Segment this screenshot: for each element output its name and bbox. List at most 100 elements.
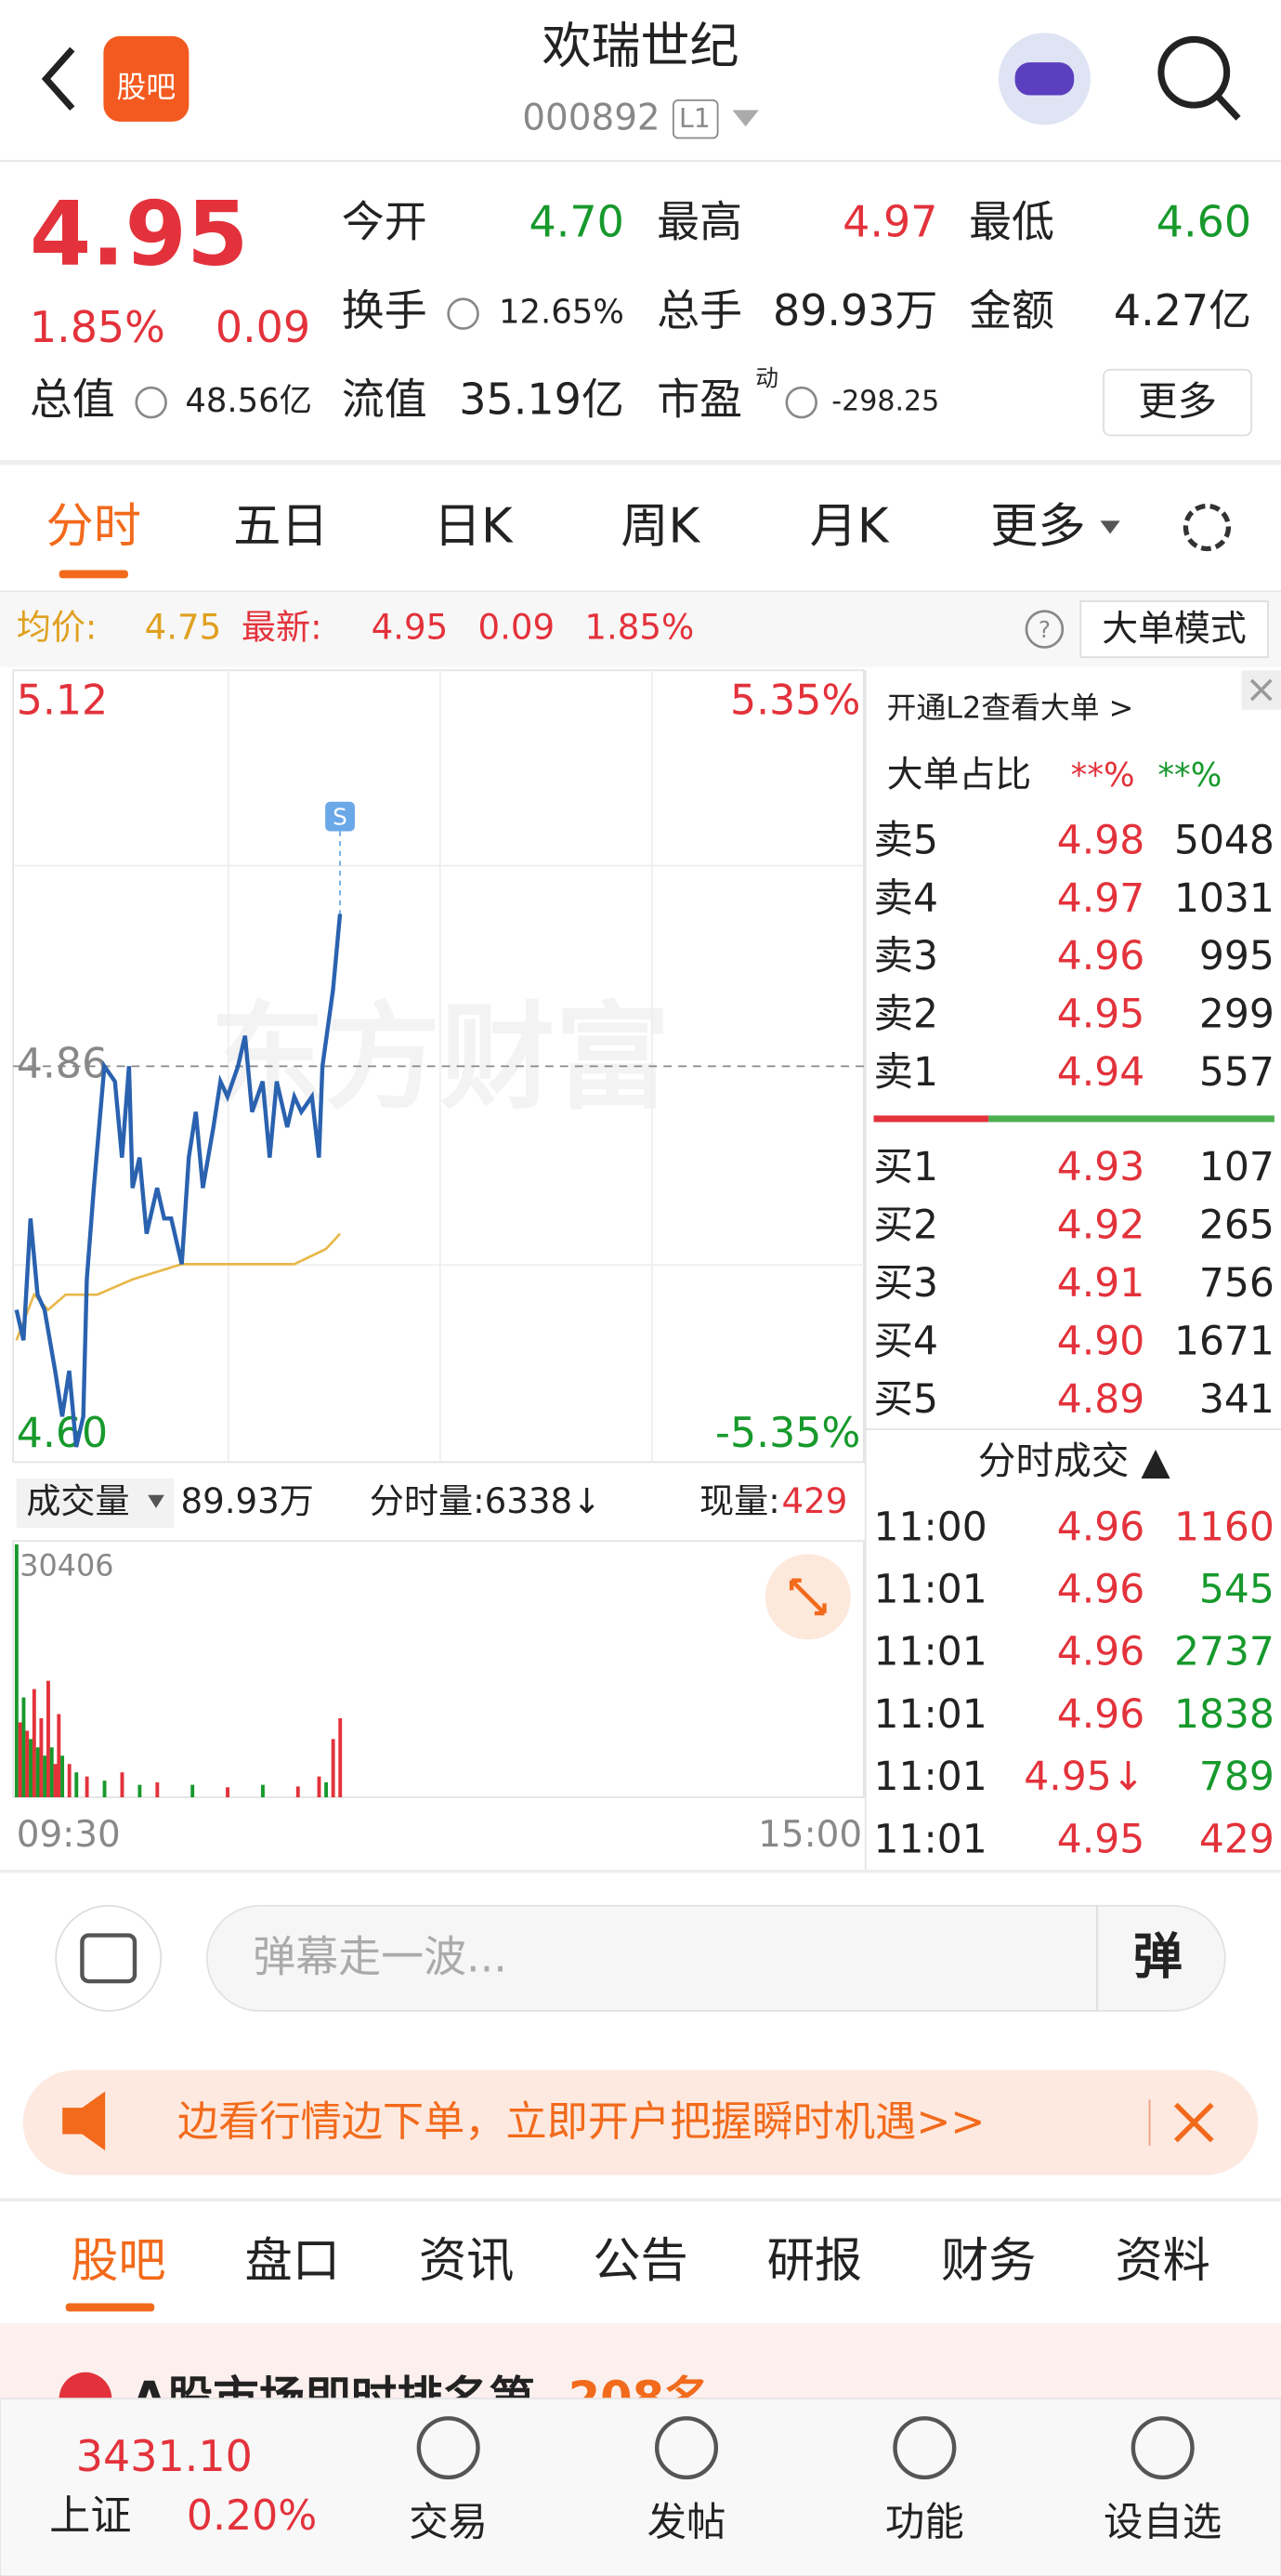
stat-value: 12.65% [499,294,624,332]
book-volume: 1031 [1174,876,1274,922]
tab[interactable]: 月K [810,498,890,554]
content-tab[interactable]: 盘口 [244,2233,340,2289]
nav-label[interactable]: 发帖 [647,2501,726,2546]
book-name: 卖1 [874,1050,938,1096]
banner[interactable] [22,2070,1259,2175]
stat-value: 48.56亿 [185,382,312,420]
book-volume: 341 [1199,1377,1274,1423]
book-volume: 265 [1199,1203,1274,1249]
volume-bar [53,1764,58,1798]
logo[interactable] [103,35,190,122]
nav-icon[interactable] [1131,2416,1195,2480]
volume-bar [60,1755,65,1798]
trade-volume: 1160 [1174,1505,1274,1550]
content-tab[interactable]: 股吧 [71,2233,166,2289]
content-tab[interactable]: 公告 [593,2233,688,2289]
tab[interactable]: 日K [434,498,514,554]
info-icon[interactable] [785,386,817,419]
content-tab[interactable]: 研报 [767,2233,862,2289]
search-icon[interactable] [1157,35,1231,109]
volume-bar [21,1697,26,1798]
volume-bar [43,1755,47,1798]
more-button[interactable] [1103,368,1253,437]
dropdown[interactable] [732,110,759,127]
content-tab[interactable]: 资料 [1115,2233,1210,2289]
banner-close[interactable] [1173,2102,1214,2143]
vol-selector[interactable] [16,1479,175,1529]
price-line [14,913,343,1448]
order-book: 卖5 4.98 5048 卖4 4.97 1031 卖3 4.96 995 卖2 4.95 299 卖1… [874,818,1274,1422]
comment-icon[interactable] [55,1904,163,2012]
banner-icon [62,2091,106,2151]
nav-icon[interactable] [893,2416,957,2480]
book-price: 4.90 [1057,1319,1144,1364]
content-tab[interactable]: 资讯 [419,2233,515,2289]
bottom-bar [0,2398,1281,2576]
y-tick-label: 5.12 [17,677,108,725]
tab[interactable]: 五日 [233,498,329,554]
comment-input[interactable] [205,1904,1226,2012]
volume-bar [14,1544,19,1798]
stat-value: 89.93万 [773,285,938,335]
change-pct: 1.85% [30,302,165,352]
info-icon[interactable] [135,386,167,419]
volume-bar [49,1747,54,1798]
stat-label: 金额 [969,285,1054,335]
book-name: 卖2 [874,992,938,1038]
nav-icon[interactable] [654,2416,719,2480]
info-icon[interactable] [447,297,479,330]
content-tabs: 股吧 盘口 资讯 公告 研报 财务 资料 [71,2233,1210,2289]
volume-bar [338,1717,343,1798]
nav-label[interactable]: 功能 [885,2501,964,2546]
stat-label: 最高 [657,197,742,247]
back-button[interactable] [41,46,75,112]
trade-volume: 789 [1199,1755,1274,1800]
book-price: 4.94 [1057,1050,1144,1096]
change: 0.09 [216,302,310,352]
divider [0,460,1281,466]
vol-max: 30406 [20,1548,113,1584]
index-value: 3431.10 [76,2431,253,2481]
content-tab[interactable]: 财务 [941,2233,1037,2289]
info-bar [0,593,1281,667]
volume-bar [25,1730,30,1798]
pct-top: 5.35% [730,677,860,725]
volume-bar [67,1764,72,1798]
comment-glyph [80,1933,137,1984]
mode-button[interactable] [1079,600,1269,659]
stat-value: -298.25 [831,386,939,418]
search-handle [1214,93,1241,121]
book-volume: 557 [1199,1050,1274,1096]
stat-value: 4.97 [843,197,937,247]
danmu-button[interactable]: 弹 [1133,1928,1183,1986]
current-label: 现量: [699,1481,780,1521]
l2-link[interactable]: 开通L2查看大单 > [887,690,1134,726]
tab[interactable]: 更多 [990,498,1086,554]
volume-bar [331,1739,335,1798]
help-q: ? [1039,616,1051,643]
nav-label[interactable]: 设自选 [1104,2501,1222,2546]
book-volume: 756 [1199,1261,1274,1307]
book-name: 买4 [874,1319,938,1364]
book-volume: 5048 [1174,818,1274,863]
nav-icon[interactable] [416,2416,480,2480]
x-label-start: 09:30 [17,1814,121,1856]
volume-bar [120,1772,124,1798]
volume-bar [137,1784,142,1798]
banner-text: 边看行情边下单，立即开户把握瞬时机遇>> [177,2098,985,2146]
volume-bar [102,1781,107,1798]
volume-bar [39,1717,44,1798]
trade-price: 4.96 [1057,1630,1144,1676]
nav-label[interactable]: 交易 [409,2501,488,2546]
book-bar-red [873,1115,989,1123]
tab[interactable]: 分时 [46,498,142,554]
trade-time: 11:01 [874,1817,987,1862]
volume-bar [85,1776,89,1798]
index-pct: 0.20% [187,2492,317,2540]
settings-icon[interactable] [1183,503,1232,552]
help-icon[interactable] [1025,610,1065,649]
comment-placeholder: 弹幕走一波... [253,1932,507,1982]
tab[interactable]: 周K [621,498,700,554]
